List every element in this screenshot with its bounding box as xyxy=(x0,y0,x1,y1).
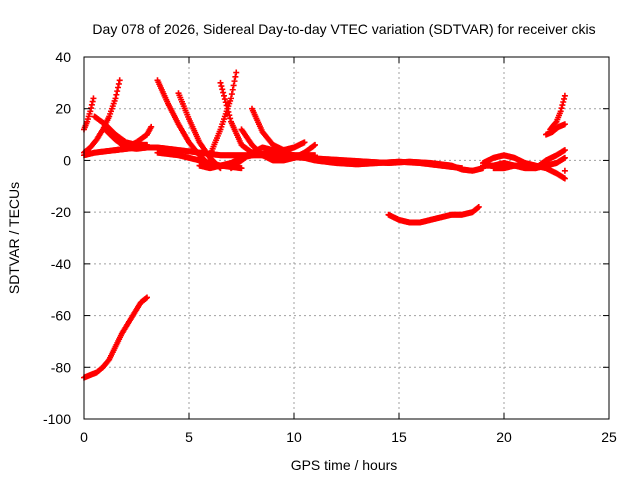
data-point-marker xyxy=(475,203,482,210)
data-point-marker xyxy=(301,139,308,146)
series-22 xyxy=(543,121,568,138)
data-point-marker xyxy=(232,73,239,80)
chart-title: Day 078 of 2026, Sidereal Day-to-day VTE… xyxy=(92,21,595,37)
data-point-marker xyxy=(559,102,566,109)
data-point-marker xyxy=(220,89,227,96)
data-point-marker xyxy=(561,175,568,182)
series-17 xyxy=(270,149,465,172)
data-point-marker xyxy=(552,119,559,126)
data-point-marker xyxy=(113,91,120,98)
series-23 xyxy=(547,92,568,133)
data-point-marker xyxy=(231,78,238,85)
data-point-marker xyxy=(227,115,234,122)
series-12 xyxy=(217,79,255,156)
y-tick-label: -80 xyxy=(51,359,71,375)
data-point-marker xyxy=(233,69,240,76)
x-tick-label: 10 xyxy=(286,429,302,445)
data-point-marker xyxy=(217,79,224,86)
series-0 xyxy=(81,294,150,381)
x-axis-label: GPS time / hours xyxy=(291,457,398,473)
data-point-marker xyxy=(222,99,229,106)
data-point-marker xyxy=(116,77,123,84)
data-point-marker xyxy=(561,154,568,161)
data-point-marker xyxy=(312,152,318,159)
data-point-marker xyxy=(238,165,245,172)
data-series xyxy=(81,69,568,381)
data-point-marker xyxy=(226,112,233,119)
data-point-marker xyxy=(115,84,122,91)
x-tick-label: 5 xyxy=(185,429,193,445)
data-point-marker xyxy=(229,86,236,93)
y-tick-label: 0 xyxy=(63,152,71,168)
axis-ticks: 0 5 10 15 20 25 -100 -80 -60 -40 -20 0 20 40 xyxy=(43,49,617,445)
data-point-marker xyxy=(561,95,568,102)
x-tick-label: 15 xyxy=(391,429,407,445)
data-point-marker xyxy=(561,147,568,154)
y-tick-label: -40 xyxy=(51,256,71,272)
data-point-marker xyxy=(312,141,318,148)
series-16 xyxy=(249,105,308,154)
series-10 xyxy=(154,149,245,172)
grid-lines xyxy=(84,57,609,419)
data-point-marker xyxy=(221,92,227,99)
plot-frame xyxy=(83,56,610,420)
y-tick-label: 20 xyxy=(55,101,71,117)
data-point-marker xyxy=(218,83,225,90)
data-point-marker xyxy=(230,82,237,89)
series-13 xyxy=(207,69,240,159)
x-tick-label: 25 xyxy=(601,429,617,445)
data-point-marker xyxy=(148,123,155,130)
data-point-marker xyxy=(561,92,568,99)
data-point-marker xyxy=(561,167,568,174)
data-point-marker xyxy=(560,98,567,105)
x-tick-label: 20 xyxy=(496,429,512,445)
y-tick-label: -60 xyxy=(51,308,71,324)
data-point-marker xyxy=(558,105,565,112)
y-tick-label: 40 xyxy=(55,49,71,65)
data-point-marker xyxy=(221,96,228,103)
data-point-marker xyxy=(144,294,150,301)
data-point-marker xyxy=(561,121,568,128)
data-point-marker xyxy=(228,91,235,98)
data-point-marker xyxy=(459,165,465,172)
y-axis-label: SDTVAR / TECUs xyxy=(6,182,22,294)
data-point-marker xyxy=(228,95,234,102)
x-tick-label: 0 xyxy=(80,429,88,445)
data-point-marker xyxy=(112,95,119,102)
data-point-marker xyxy=(557,108,564,115)
data-point-marker xyxy=(115,80,122,87)
data-point-marker xyxy=(114,88,121,95)
series-18 xyxy=(385,203,482,226)
series-24 xyxy=(561,167,568,174)
y-tick-label: -20 xyxy=(51,204,71,220)
series-21 xyxy=(490,154,568,172)
y-tick-label: -100 xyxy=(43,411,71,427)
data-point-marker xyxy=(90,95,97,102)
data-point-marker xyxy=(219,86,226,93)
